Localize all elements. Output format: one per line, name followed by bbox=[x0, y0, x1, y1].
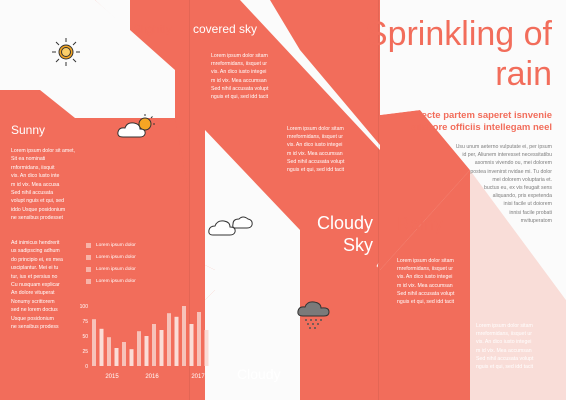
subtitle: Necte partem saperet isnvenie eilabore o… bbox=[411, 110, 552, 133]
slightly-body-1: Lorem ipsum dolor sitam rnreformidans, i… bbox=[211, 53, 269, 101]
chart-bar bbox=[189, 324, 194, 366]
chart-bar bbox=[167, 313, 171, 366]
chart-bar bbox=[197, 312, 201, 366]
main-title: Sprinkling of rain bbox=[364, 15, 552, 93]
rainy-body-1: Lorem ipsum dolor sitam rnreformidans, i… bbox=[397, 258, 455, 306]
chart-bar bbox=[99, 328, 104, 366]
cloudy-sky-heading: Cloudy Sky bbox=[316, 213, 373, 255]
legend-swatch bbox=[86, 254, 91, 260]
y-tick-label: 0 bbox=[85, 364, 88, 370]
sun-icon bbox=[50, 36, 82, 68]
x-tick-label: 2016 bbox=[145, 374, 159, 380]
white-stripe-3 bbox=[205, 130, 300, 400]
legend-item: Lorem ipsum dolor bbox=[86, 275, 136, 287]
chart-legend: Lorem ipsum dolor Lorem ipsum dolor Lore… bbox=[86, 239, 136, 287]
x-tick-label: 2017 bbox=[191, 374, 205, 380]
fold-line-1 bbox=[189, 0, 190, 400]
chart-bar bbox=[182, 306, 186, 366]
title-area bbox=[380, 0, 566, 300]
legend-label: Lorem ipsum dolor bbox=[96, 254, 136, 260]
cloudy-icon bbox=[207, 210, 255, 238]
bar-chart: 100 75 50 25 0 2015 2016 2017 bbox=[80, 304, 209, 380]
chart-bar bbox=[92, 319, 96, 366]
y-tick-label: 75 bbox=[82, 319, 88, 325]
chart-bar bbox=[122, 342, 126, 366]
y-tick-label: 25 bbox=[82, 349, 88, 355]
legend-swatch bbox=[86, 278, 91, 284]
chart-bar bbox=[114, 348, 119, 366]
rain-cloud-icon bbox=[296, 299, 334, 333]
chart-bar bbox=[137, 331, 141, 366]
chart-bar bbox=[144, 336, 149, 366]
chart-bar bbox=[129, 349, 134, 366]
legend-swatch bbox=[86, 242, 91, 248]
white-stripe-1b bbox=[40, 0, 120, 118]
white-notch bbox=[205, 265, 215, 300]
covered-sky-heading: covered sky bbox=[193, 22, 258, 36]
sunny-body-1: Lorem ipsum dolor sit amet, Sit ea nomin… bbox=[11, 148, 76, 222]
fold-line-2 bbox=[378, 0, 379, 400]
white-stripe-2 bbox=[120, 22, 175, 118]
intro-body: Usu unum aeterno vulputate ei, per ipsum… bbox=[455, 144, 552, 224]
white-cut-1 bbox=[190, 100, 205, 400]
red-stripe-4 bbox=[380, 170, 470, 400]
legend-label: Lorem ipsum dolor bbox=[96, 266, 136, 272]
y-tick-label: 100 bbox=[80, 304, 89, 310]
x-tick-label: 2015 bbox=[105, 374, 119, 380]
slightly-heading: Slightly bbox=[133, 22, 172, 36]
legend-label: Lorem ipsum dolor bbox=[96, 242, 136, 248]
chart-bar bbox=[159, 330, 164, 366]
red-stripe-5 bbox=[300, 180, 380, 400]
red-stripe-3 bbox=[270, 0, 470, 400]
legend-item: Lorem ipsum dolor bbox=[86, 263, 136, 275]
legend-label: Lorem ipsum dolor bbox=[96, 278, 136, 284]
legend-item: Lorem ipsum dolor bbox=[86, 251, 136, 263]
rainy-body-2: Lorem ipsum dolor sitam rnreformidans, i… bbox=[476, 323, 534, 371]
cloudy-heading: Cloudy bbox=[237, 366, 281, 382]
partly-cloudy-icon bbox=[115, 113, 159, 141]
sunny-body-2: Ad inimicus hendrerit us sadipscing adhu… bbox=[11, 240, 63, 331]
legend-swatch bbox=[86, 266, 91, 272]
y-tick-label: 50 bbox=[82, 334, 88, 340]
legend-item: Lorem ipsum dolor bbox=[86, 239, 136, 251]
chart-bar bbox=[152, 324, 156, 366]
chart-bar bbox=[107, 337, 111, 366]
chart-bar bbox=[204, 330, 209, 366]
slightly-body-2: Lorem ipsum dolor sitam rnreformidans, i… bbox=[287, 126, 345, 174]
white-stripe-1 bbox=[0, 0, 40, 90]
rainy-heading: Rainy bbox=[397, 214, 444, 234]
sunny-heading: Sunny bbox=[11, 123, 46, 137]
chart-bar bbox=[174, 316, 179, 366]
